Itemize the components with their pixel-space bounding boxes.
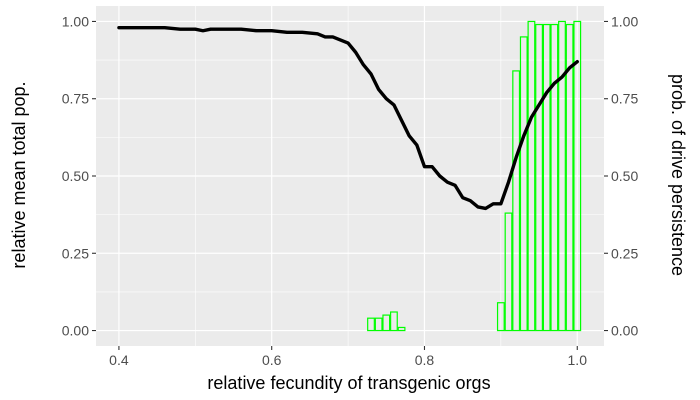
bar bbox=[565, 23, 574, 332]
axis-ticks bbox=[92, 20, 608, 350]
grid-major bbox=[96, 6, 604, 346]
bar bbox=[390, 311, 398, 332]
x-axis-title: relative fecundity of transgenic orgs bbox=[207, 373, 490, 393]
line-series bbox=[117, 25, 579, 211]
y-left-tick-label: 0.25 bbox=[62, 245, 89, 261]
bar bbox=[519, 36, 528, 332]
bar bbox=[496, 302, 505, 332]
axis-tick-labels: 0.4 0.6 0.8 1.0 0.00 0.00 0.25 0.25 0.50 0.50 0.75… bbox=[62, 13, 639, 368]
y-axis-right-title: prob. of drive persistence bbox=[668, 74, 688, 276]
y-right-tick-label: 0.75 bbox=[611, 91, 638, 107]
bar bbox=[550, 23, 559, 332]
y-left-tick-label: 1.00 bbox=[62, 13, 89, 29]
bar bbox=[382, 314, 391, 332]
y-right-tick-label: 0.00 bbox=[611, 323, 638, 339]
x-tick-label: 1.0 bbox=[568, 352, 588, 368]
bar bbox=[374, 317, 383, 332]
y-right-tick-label: 0.50 bbox=[611, 168, 638, 184]
x-tick-label: 0.4 bbox=[109, 352, 129, 368]
y-left-tick-label: 0.50 bbox=[62, 168, 89, 184]
bar bbox=[512, 70, 521, 332]
x-tick-label: 0.8 bbox=[415, 352, 435, 368]
bar bbox=[527, 20, 536, 332]
bar bbox=[558, 20, 566, 332]
y-axis-left-title: relative mean total pop. bbox=[9, 81, 29, 268]
bar bbox=[397, 326, 406, 332]
bar bbox=[535, 23, 543, 332]
y-left-tick-label: 0.75 bbox=[62, 91, 89, 107]
bar bbox=[367, 317, 375, 332]
line-series-path bbox=[117, 25, 579, 211]
bar-series bbox=[367, 20, 582, 332]
y-right-tick-label: 0.25 bbox=[611, 245, 638, 261]
y-left-tick-label: 0.00 bbox=[62, 323, 89, 339]
y-right-tick-label: 1.00 bbox=[611, 13, 638, 29]
bar bbox=[504, 212, 513, 332]
bar bbox=[573, 20, 582, 332]
bar bbox=[542, 23, 551, 332]
x-tick-label: 0.6 bbox=[262, 352, 282, 368]
